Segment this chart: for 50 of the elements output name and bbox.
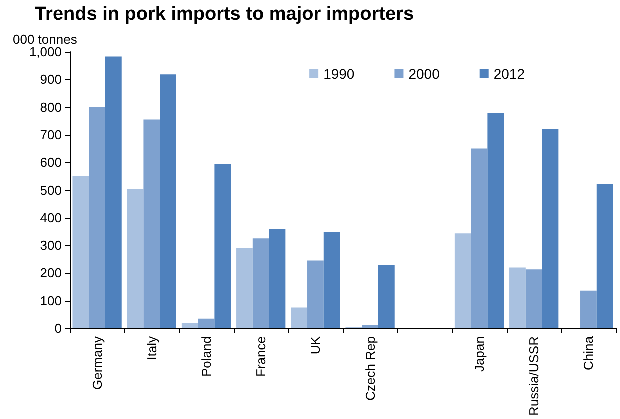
bar bbox=[526, 270, 542, 329]
bar bbox=[291, 308, 308, 329]
bar bbox=[144, 120, 160, 329]
y-tick-label: 100 bbox=[40, 293, 62, 308]
bar bbox=[105, 56, 122, 329]
x-tick-label: Czech Rep bbox=[362, 336, 378, 401]
bar bbox=[596, 184, 614, 329]
x-tick-label: Poland bbox=[199, 336, 214, 378]
x-tick-label: Italy bbox=[144, 336, 160, 360]
legend-label: 1990 bbox=[324, 66, 355, 82]
x-tick-label: China bbox=[581, 336, 596, 370]
bar bbox=[378, 265, 395, 329]
x-tick-label: Japan bbox=[472, 336, 487, 372]
bar bbox=[488, 113, 504, 329]
y-tick-label: 300 bbox=[40, 238, 62, 254]
bar bbox=[580, 290, 597, 329]
bar bbox=[542, 129, 559, 329]
x-tick-label: UK bbox=[308, 336, 324, 355]
y-tick-label: 1,000 bbox=[29, 44, 62, 60]
bar bbox=[72, 176, 90, 329]
bar bbox=[510, 268, 526, 329]
bar bbox=[160, 74, 176, 329]
y-tick-label: 0 bbox=[54, 321, 62, 336]
bar bbox=[252, 238, 270, 329]
bar bbox=[454, 234, 472, 329]
y-tick-label: 200 bbox=[40, 266, 62, 281]
x-tick-label: Germany bbox=[90, 336, 105, 390]
y-tick-label: 700 bbox=[40, 127, 62, 142]
bar bbox=[362, 324, 378, 329]
bar bbox=[236, 248, 253, 329]
y-tick-label: 800 bbox=[40, 100, 62, 115]
x-tick-label: Russia/USSR bbox=[526, 336, 542, 416]
bar bbox=[324, 232, 340, 329]
bar bbox=[269, 230, 286, 329]
chart-title: Trends in pork imports to major importers bbox=[35, 4, 414, 25]
legend-label: 2012 bbox=[494, 66, 526, 82]
bar bbox=[182, 323, 198, 329]
x-tick-label: France bbox=[254, 336, 269, 377]
bar bbox=[89, 107, 106, 329]
legend-label: 2000 bbox=[408, 66, 440, 82]
bar bbox=[198, 318, 215, 329]
bar bbox=[127, 189, 144, 329]
bar bbox=[471, 148, 488, 329]
y-tick-label: 900 bbox=[40, 72, 62, 88]
y-tick-label: 400 bbox=[40, 210, 62, 226]
y-tick-label: 500 bbox=[40, 182, 62, 198]
y-axis-title: 000 tonnes bbox=[13, 32, 78, 47]
bar bbox=[308, 260, 324, 329]
bar bbox=[214, 164, 232, 329]
y-tick-label: 600 bbox=[40, 155, 62, 170]
